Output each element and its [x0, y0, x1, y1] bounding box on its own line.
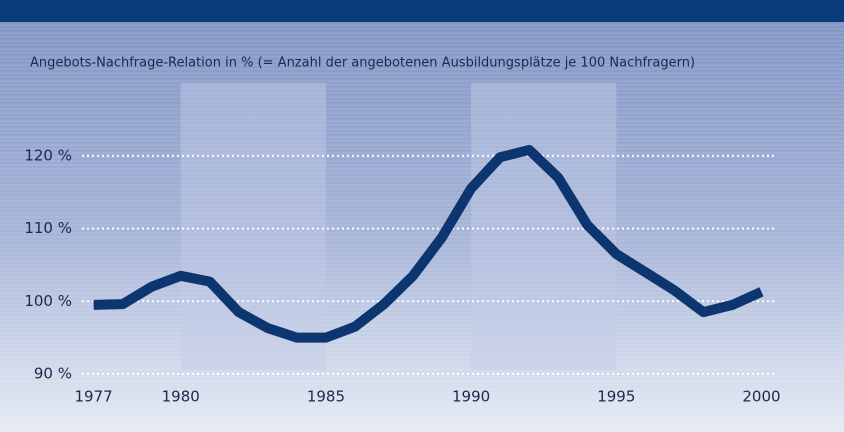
- y-tick-label: 100 %: [24, 292, 72, 310]
- x-tick-label: 1990: [452, 388, 490, 406]
- x-tick-label: 1995: [597, 388, 635, 406]
- data-line: [93, 144, 764, 343]
- y-tick-label: 120 %: [24, 146, 72, 164]
- y-tick-label: 90 %: [34, 365, 72, 383]
- x-tick-label: 1977: [75, 388, 113, 406]
- y-tick-label: 110 %: [24, 219, 72, 237]
- x-tick-label: 2000: [742, 388, 780, 406]
- shaded-period: [180, 83, 326, 370]
- x-tick-label: 1985: [307, 388, 345, 406]
- x-tick-label: 1980: [162, 388, 200, 406]
- top-bar: [0, 0, 844, 22]
- chart-title: Angebots-Nachfrage-Relation in % (= Anza…: [30, 56, 695, 71]
